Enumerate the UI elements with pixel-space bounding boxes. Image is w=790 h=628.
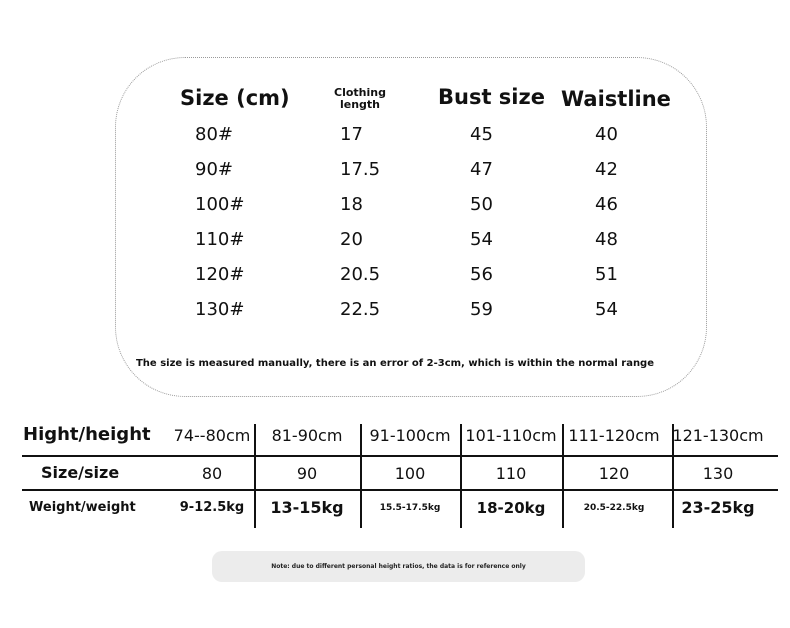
height-cell: 111-120cm xyxy=(568,426,660,445)
measurement-card xyxy=(115,57,707,397)
weight-cell: 20.5-22.5kg xyxy=(583,502,645,513)
table-divider xyxy=(22,489,778,491)
weight-cell: 13-15kg xyxy=(270,498,344,518)
height-cell: 101-110cm xyxy=(465,426,557,445)
cell-size: 130# xyxy=(195,299,245,320)
reference-note: Note: due to different personal height r… xyxy=(212,551,585,582)
cell-waist: 48 xyxy=(595,229,618,250)
cell-length: 18 xyxy=(340,194,363,215)
weight-cell: 15.5-17.5kg xyxy=(379,502,441,513)
label-height: Hight/height xyxy=(23,424,151,445)
height-cell: 121-130cm xyxy=(672,426,764,445)
weight-cell: 18-20kg xyxy=(476,499,546,517)
cell-bust: 59 xyxy=(470,299,493,320)
size-cell: 90 xyxy=(296,464,318,483)
measurement-note: The size is measured manually, there is … xyxy=(135,358,655,369)
header-bust: Bust size xyxy=(438,85,545,109)
height-cell: 91-100cm xyxy=(369,426,451,445)
cell-length: 20.5 xyxy=(340,264,381,285)
height-cell: 81-90cm xyxy=(271,426,343,445)
header-clothing-length: Clothing length xyxy=(334,86,386,111)
column-divider xyxy=(460,424,462,528)
cell-size: 90# xyxy=(195,159,233,180)
cell-size: 100# xyxy=(195,194,245,215)
cell-waist: 40 xyxy=(595,124,618,145)
cell-length: 22.5 xyxy=(340,299,381,320)
cell-size: 120# xyxy=(195,264,245,285)
table-divider xyxy=(22,455,778,457)
cell-bust: 47 xyxy=(470,159,493,180)
cell-length: 17.5 xyxy=(340,159,381,180)
size-cell: 110 xyxy=(495,464,527,483)
column-divider xyxy=(672,424,674,528)
size-cell: 80 xyxy=(201,464,223,483)
size-cell: 130 xyxy=(702,464,734,483)
cell-length: 20 xyxy=(340,229,363,250)
label-size: Size/size xyxy=(41,463,120,482)
header-waist: Waistline xyxy=(561,87,671,111)
cell-waist: 54 xyxy=(595,299,618,320)
column-divider xyxy=(360,424,362,528)
cell-size: 110# xyxy=(195,229,245,250)
size-cell: 100 xyxy=(394,464,426,483)
cell-waist: 51 xyxy=(595,264,618,285)
cell-bust: 45 xyxy=(470,124,493,145)
cell-size: 80# xyxy=(195,124,233,145)
cell-length: 17 xyxy=(340,124,363,145)
cell-waist: 42 xyxy=(595,159,618,180)
cell-bust: 56 xyxy=(470,264,493,285)
height-cell: 74--80cm xyxy=(173,426,251,445)
cell-bust: 50 xyxy=(470,194,493,215)
column-divider xyxy=(562,424,564,528)
weight-cell: 9-12.5kg xyxy=(179,500,245,516)
label-weight: Weight/weight xyxy=(29,500,136,515)
cell-waist: 46 xyxy=(595,194,618,215)
column-divider xyxy=(254,424,256,528)
weight-cell: 23-25kg xyxy=(681,498,755,518)
cell-bust: 54 xyxy=(470,229,493,250)
size-cell: 120 xyxy=(598,464,630,483)
header-size: Size (cm) xyxy=(180,86,290,110)
